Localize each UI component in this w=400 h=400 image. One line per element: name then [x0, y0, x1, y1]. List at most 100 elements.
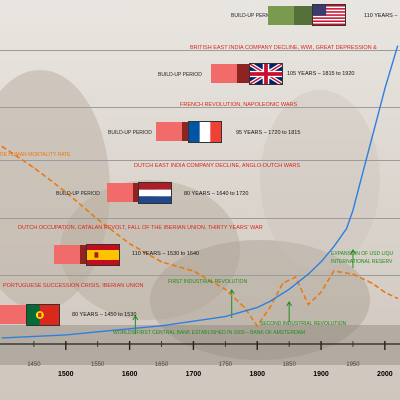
mortality-point: [294, 276, 297, 278]
x-tick-label: 2000: [377, 371, 393, 378]
build-up-segment: [156, 122, 182, 141]
build-up-label: BUILD-UP PERIOD: [158, 72, 202, 78]
first-industrial-revolution-label: FIRST INDUSTRIAL REVOLUTION: [168, 279, 248, 285]
first-central-bank-label: WORLDS FIRST CENTRAL BANK ESTABLISHED IN…: [113, 330, 306, 336]
row-divider: [0, 275, 400, 276]
growth-point: [160, 325, 163, 327]
mortality-point: [333, 270, 335, 272]
us-flag-icon: [312, 4, 346, 26]
growth-point: [224, 316, 226, 318]
mortality-rate-label: DE HUMAN MORTALITY RATE: [0, 152, 71, 158]
x-tick-label: 1550: [91, 362, 105, 368]
mortality-point: [282, 282, 284, 284]
mortality-point: [224, 288, 226, 290]
x-tick-label: 1950: [346, 362, 360, 368]
second-industrial-revolution-label: SECOND INDUSTRIAL REVOLUTION: [260, 321, 347, 327]
build-up-segment: [268, 6, 294, 25]
france-events-label: FRENCH REVOLUTION, NAPOLEONIC WARS: [180, 102, 298, 108]
growth-point: [288, 288, 290, 290]
mortality-point: [243, 306, 246, 309]
growth-point: [320, 261, 322, 263]
x-tick-label: 1900: [313, 371, 329, 378]
mortality-point: [160, 261, 163, 263]
spain-flag-icon: [86, 244, 120, 266]
row-divider: [0, 218, 400, 219]
x-tick-label: 1750: [218, 362, 233, 368]
x-tick-label: 1650: [154, 362, 169, 368]
build-up-segment: [107, 183, 133, 202]
growth-point: [269, 300, 271, 303]
growth-point: [65, 334, 67, 336]
x-tick-label: 1450: [27, 362, 41, 368]
spain-events-label: DUTCH OCCUPATION, CATALAN REVOLT, FALL O…: [18, 225, 263, 231]
growth-point: [33, 335, 35, 337]
france-span-label: 95 YEARS – 1720 to 1815: [236, 130, 301, 136]
netherlands-flag-icon: [138, 182, 172, 204]
growth-point: [371, 136, 373, 138]
mortality-point: [397, 297, 399, 299]
us-span-label: 110 YEARS –: [364, 13, 398, 19]
event-marker-arrow: [286, 301, 293, 307]
usd-liquidity-label-line1: EXPANSION OF USD LIQU: [331, 251, 394, 257]
row-divider: [0, 50, 400, 51]
uk-events-label: BRITISH EAST INDIA COMPANY DECLINE, WWI,…: [190, 45, 377, 51]
event-marker-arrow: [132, 315, 139, 321]
mortality-point: [1, 145, 3, 147]
row-divider: [0, 107, 400, 108]
build-up-label: BUILD-UP PERIOD: [231, 13, 275, 19]
mortality-point: [307, 303, 309, 306]
growth-point: [377, 112, 380, 114]
growth-point: [345, 227, 348, 230]
uk-span-label: 105 YEARS – 1815 to 1920: [287, 71, 355, 77]
x-axis-ticks: [33, 341, 386, 350]
x-tick-label: 1500: [58, 371, 74, 378]
row-divider: [0, 160, 400, 161]
mortality-point: [371, 282, 373, 284]
portugal-events-label: PORTUGUESE SUCCESSION CRISIS, IBERIAN UN…: [3, 283, 144, 289]
data-points: [1, 45, 399, 339]
spain-span-label: 110 YEARS – 1530 to 1640: [132, 251, 200, 257]
growth-point: [390, 66, 392, 68]
growth-point: [307, 273, 309, 275]
growth-point: [358, 185, 360, 187]
growth-point: [333, 246, 335, 248]
growth-point: [365, 161, 367, 163]
mortality-point: [320, 291, 322, 293]
x-tick-label: 1600: [121, 371, 138, 378]
growth-point: [352, 209, 354, 211]
portugal-span-label: 80 YEARS – 1450 to 1530: [72, 312, 137, 318]
build-up-label: BUILD-UP PERIOD: [108, 130, 152, 136]
mortality-point: [256, 325, 258, 327]
netherlands-events-label: DUTCH EAST INDIA COMPANY DECLINE, ANGLO-…: [134, 163, 301, 169]
france-flag-icon: [188, 121, 222, 143]
mortality-point: [97, 218, 99, 220]
growth-point: [256, 306, 258, 309]
growth-point: [384, 88, 386, 90]
event-marker-arrow: [228, 289, 235, 295]
netherlands-span-label: 80 YEARS – 1640 to 1720: [184, 191, 249, 197]
mortality-point: [192, 270, 195, 272]
mortality-point: [384, 291, 386, 293]
mortality-point: [33, 167, 35, 169]
mortality-rate-line: [1, 145, 398, 328]
x-tick-label: 1700: [185, 371, 202, 378]
growth-point: [1, 337, 3, 339]
mortality-point: [352, 273, 354, 275]
build-up-segment: [54, 245, 80, 264]
growth-point: [97, 331, 99, 333]
portugal-flag-icon: [26, 304, 60, 326]
build-up-segment: [0, 305, 26, 324]
growth-point: [192, 320, 195, 322]
build-up-label: BUILD-UP PERIOD: [56, 191, 100, 197]
x-tick-label: 1800: [249, 371, 266, 378]
uk-flag-icon: [249, 63, 283, 85]
mortality-point: [65, 191, 67, 193]
us-period-bar: [268, 6, 318, 25]
mortality-point: [129, 243, 131, 245]
event-marker-arrow: [350, 249, 356, 255]
growth-point: [397, 45, 399, 47]
growth-point: [129, 328, 131, 330]
